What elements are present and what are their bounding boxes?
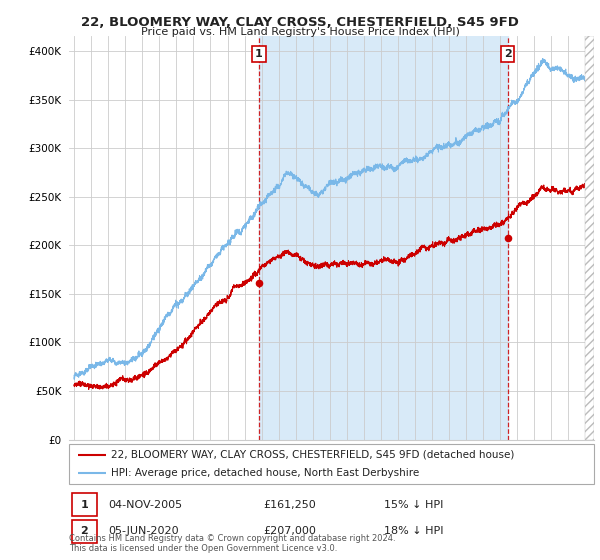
Text: 2: 2 — [80, 526, 88, 536]
Text: 2: 2 — [504, 49, 511, 59]
Text: £207,000: £207,000 — [263, 526, 316, 536]
Text: 22, BLOOMERY WAY, CLAY CROSS, CHESTERFIELD, S45 9FD (detached house): 22, BLOOMERY WAY, CLAY CROSS, CHESTERFIE… — [111, 450, 514, 460]
FancyBboxPatch shape — [71, 493, 97, 516]
Text: 22, BLOOMERY WAY, CLAY CROSS, CHESTERFIELD, S45 9FD: 22, BLOOMERY WAY, CLAY CROSS, CHESTERFIE… — [81, 16, 519, 29]
Text: 1: 1 — [80, 500, 88, 510]
Text: 05-JUN-2020: 05-JUN-2020 — [109, 526, 179, 536]
Text: Price paid vs. HM Land Registry's House Price Index (HPI): Price paid vs. HM Land Registry's House … — [140, 27, 460, 37]
Point — [503, 234, 512, 243]
Point — [254, 278, 264, 287]
FancyBboxPatch shape — [69, 444, 594, 484]
FancyBboxPatch shape — [71, 520, 97, 543]
Text: 18% ↓ HPI: 18% ↓ HPI — [384, 526, 443, 536]
Text: 15% ↓ HPI: 15% ↓ HPI — [384, 500, 443, 510]
Bar — [259, 36, 508, 440]
Text: Contains HM Land Registry data © Crown copyright and database right 2024.
This d: Contains HM Land Registry data © Crown c… — [69, 534, 395, 553]
Text: HPI: Average price, detached house, North East Derbyshire: HPI: Average price, detached house, Nort… — [111, 468, 419, 478]
Text: 1: 1 — [255, 49, 263, 59]
Text: £161,250: £161,250 — [263, 500, 316, 510]
Text: 04-NOV-2005: 04-NOV-2005 — [109, 500, 182, 510]
